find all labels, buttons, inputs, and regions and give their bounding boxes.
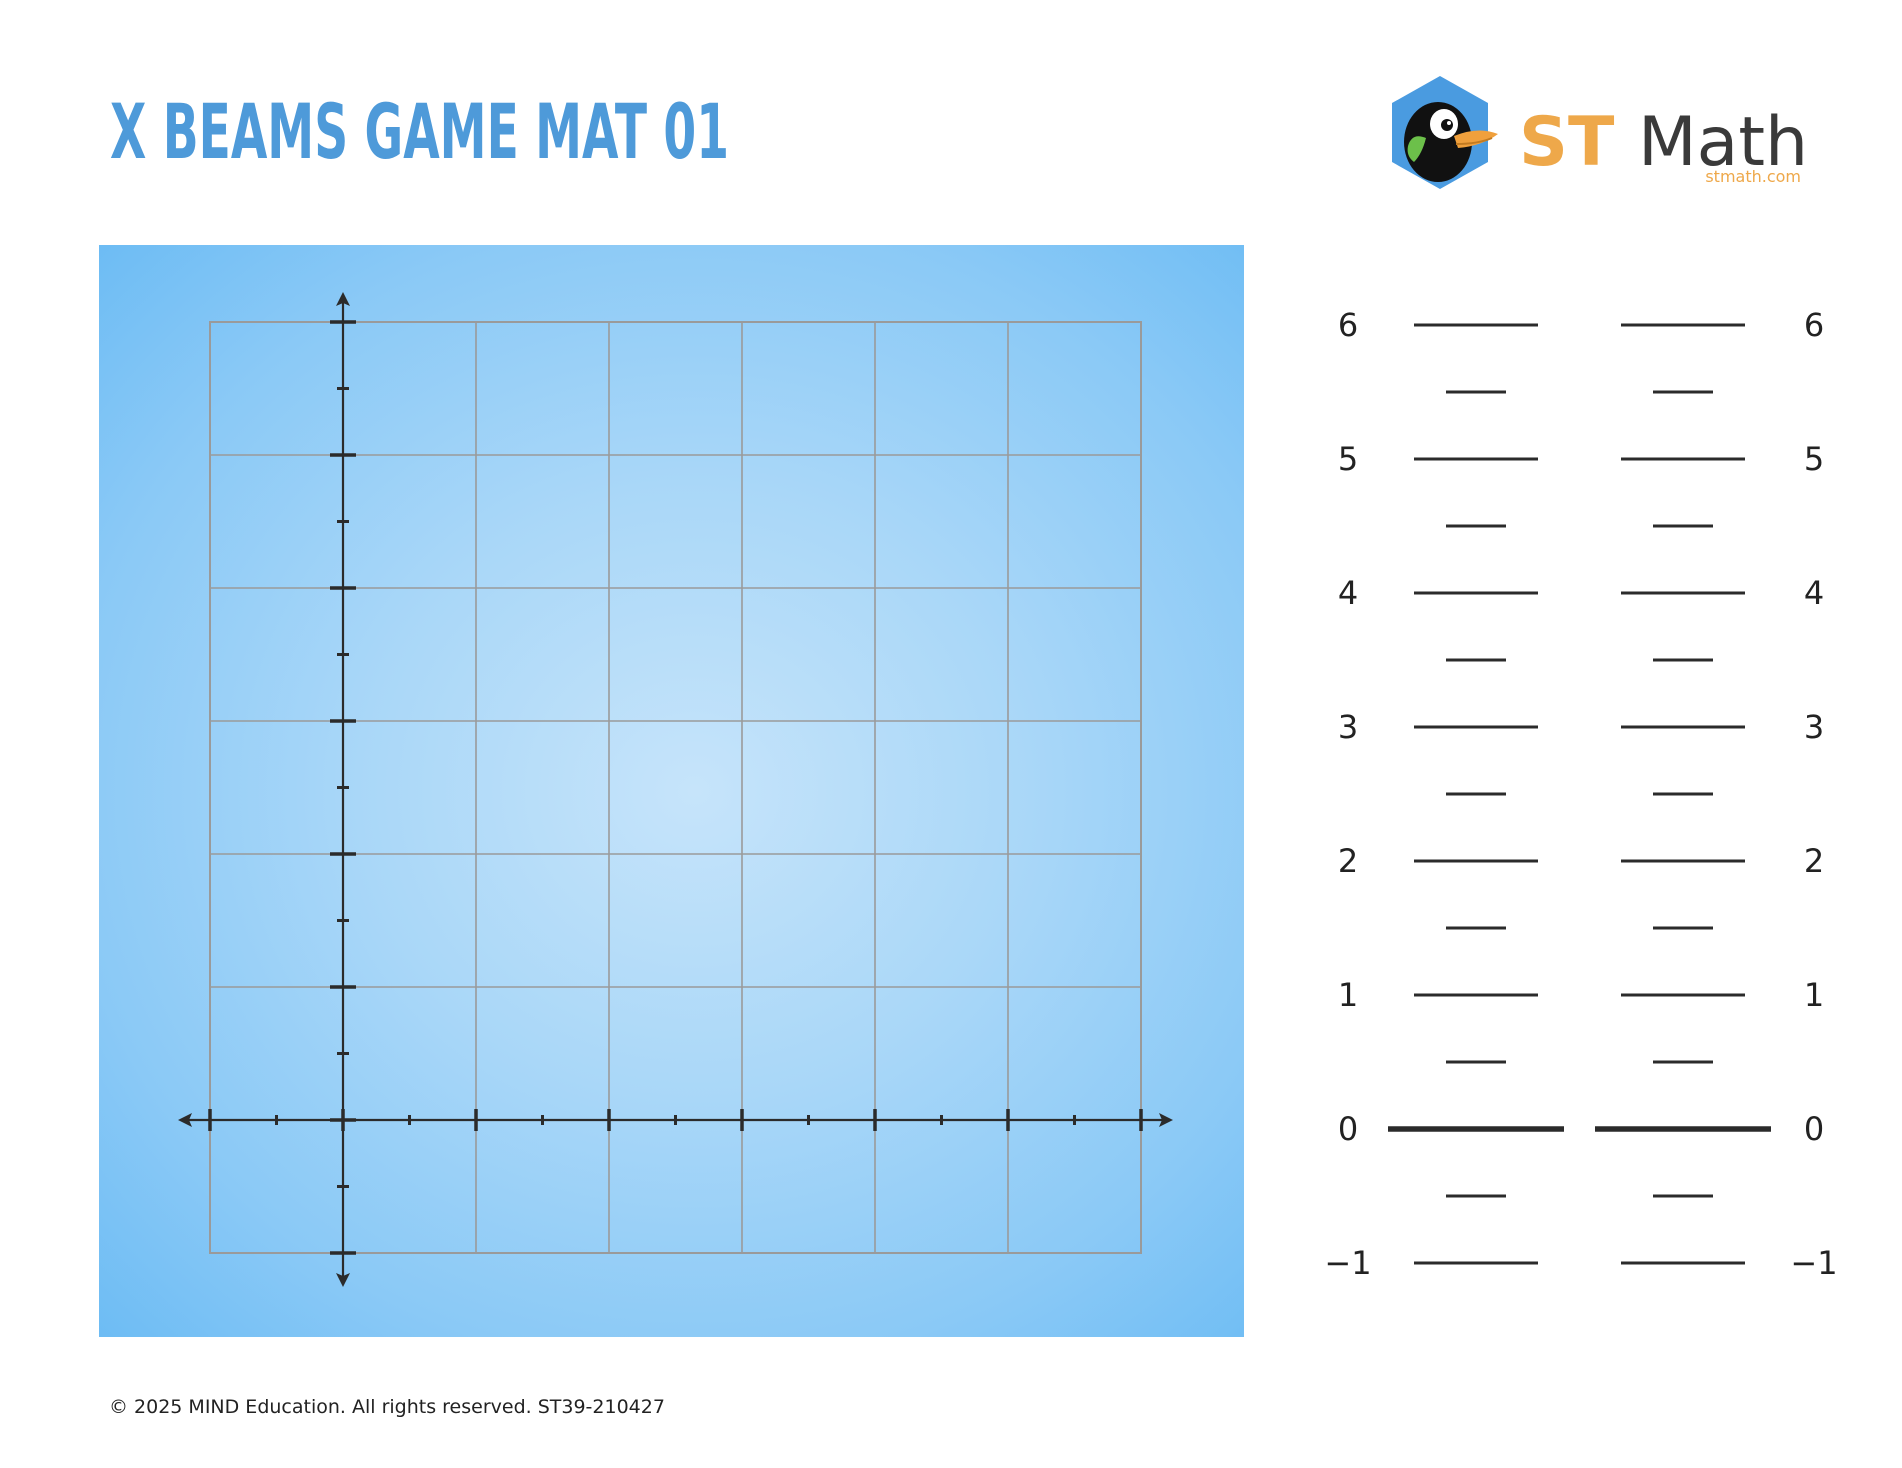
left-tick-label: 6 [1338,306,1358,344]
game-mat [99,245,1244,1337]
right-tick-label: 2 [1804,842,1824,880]
logo-url-text: stmath.com [1705,167,1801,186]
right-tick-label: 4 [1804,574,1824,612]
left-tick-label: 4 [1338,574,1358,612]
x-axis-left-arrow [178,1113,192,1127]
right-tick-label: 6 [1804,306,1824,344]
left-tick-label: −1 [1324,1244,1371,1280]
y-axis-up-arrow [336,292,350,306]
copyright-footer: © 2025 MIND Education. All rights reserv… [109,1396,665,1418]
logo-st-text: ST [1519,103,1615,182]
coordinate-grid [178,292,1173,1287]
left-tick-label: 3 [1338,708,1358,746]
left-tick-label: 2 [1338,842,1358,880]
number-line-ticks: 6 6 5 5 4 4 3 3 2 2 1 1 0 0 −1 −1 [1324,306,1837,1280]
logo-math-text: Math [1638,103,1806,182]
x-axis-right-arrow [1159,1113,1173,1127]
grid-border [209,321,1142,1254]
page-title: X BEAMS GAME MAT 01 [110,87,729,176]
right-tick-label: 1 [1804,976,1824,1014]
number-line-ruler: 6 6 5 5 4 4 3 3 2 2 1 1 0 0 −1 −1 [1296,290,1846,1280]
right-tick-label: −1 [1790,1244,1837,1280]
right-tick-label: 0 [1804,1110,1824,1148]
left-tick-label: 1 [1338,976,1358,1014]
y-axis-down-arrow [336,1273,350,1287]
jiji-penguin-icon [1404,102,1498,182]
left-tick-label: 0 [1338,1110,1358,1148]
st-math-logo: ST Math stmath.com [1386,76,1806,194]
right-tick-label: 5 [1804,440,1824,478]
left-tick-label: 5 [1338,440,1358,478]
right-tick-label: 3 [1804,708,1824,746]
